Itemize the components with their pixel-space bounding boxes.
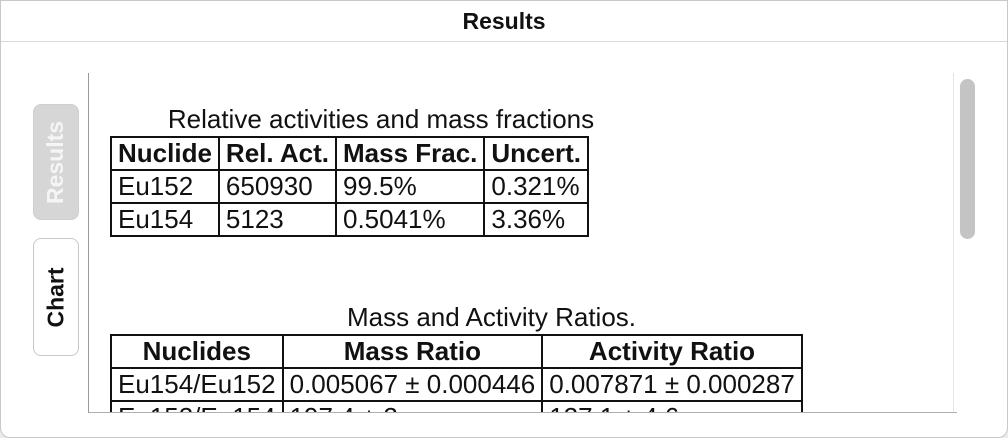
table-cell: Eu152 — [110, 169, 220, 204]
scrollbar-thumb[interactable] — [960, 79, 975, 239]
table-row: Eu152 650930 99.5% 0.321% — [110, 169, 589, 204]
table-cell: Eu154 — [110, 202, 220, 237]
vertical-scrollbar[interactable] — [953, 73, 986, 413]
table-header-row: Nuclides Mass Ratio Activity Ratio — [110, 334, 803, 369]
relative-activities-table: Nuclide Rel. Act. Mass Frac. Uncert. Eu1… — [110, 136, 589, 237]
table-cell: 127.1 ± 4.6 — [541, 400, 803, 413]
tab-results-label: Results — [42, 120, 69, 204]
table-cell: 650930 — [217, 169, 337, 204]
table-header-row: Nuclide Rel. Act. Mass Frac. Uncert. — [110, 136, 589, 171]
ratio-table-caption: Mass and Activity Ratios. — [347, 302, 636, 332]
column-header: Uncert. — [483, 136, 589, 171]
vertical-tab-strip: Results Chart — [1, 42, 89, 414]
tab-chart[interactable]: Chart — [33, 238, 79, 356]
window-title: Results — [462, 7, 546, 34]
table-row: Eu154 5123 0.5041% 3.36% — [110, 202, 589, 237]
table-cell: 0.005067 ± 0.000446 — [281, 367, 544, 402]
table-cell: 3.36% — [483, 202, 589, 237]
results-content: Relative activities and mass fractions N… — [89, 73, 949, 413]
table-cell: Eu154/Eu152 — [110, 367, 284, 402]
title-bar: Results — [1, 1, 1007, 42]
table-cell: Eu152/Eu154 — [110, 400, 284, 413]
column-header: Mass Frac. — [334, 136, 486, 171]
content-bottom-border — [89, 412, 957, 413]
table-cell: 0.007871 ± 0.000287 — [541, 367, 803, 402]
relative-table-caption: Relative activities and mass fractions — [167, 104, 595, 134]
tab-divider — [88, 73, 89, 413]
mass-activity-ratio-table: Nuclides Mass Ratio Activity Ratio Eu154… — [110, 334, 803, 413]
table-row: Eu154/Eu152 0.005067 ± 0.000446 0.007871… — [110, 367, 803, 402]
table-row: Eu152/Eu154 197.4 ± 2 127.1 ± 4.6 — [110, 400, 803, 413]
table-cell: 197.4 ± 2 — [281, 400, 544, 413]
table-cell: 5123 — [217, 202, 337, 237]
column-header: Nuclide — [110, 136, 220, 171]
tab-chart-label: Chart — [42, 266, 69, 328]
table-cell: 0.321% — [483, 169, 589, 204]
table-cell: 99.5% — [334, 169, 486, 204]
tab-results[interactable]: Results — [33, 104, 79, 220]
column-header: Mass Ratio — [281, 334, 544, 369]
column-header: Activity Ratio — [541, 334, 803, 369]
column-header: Rel. Act. — [217, 136, 337, 171]
column-header: Nuclides — [110, 334, 284, 369]
table-cell: 0.5041% — [334, 202, 486, 237]
